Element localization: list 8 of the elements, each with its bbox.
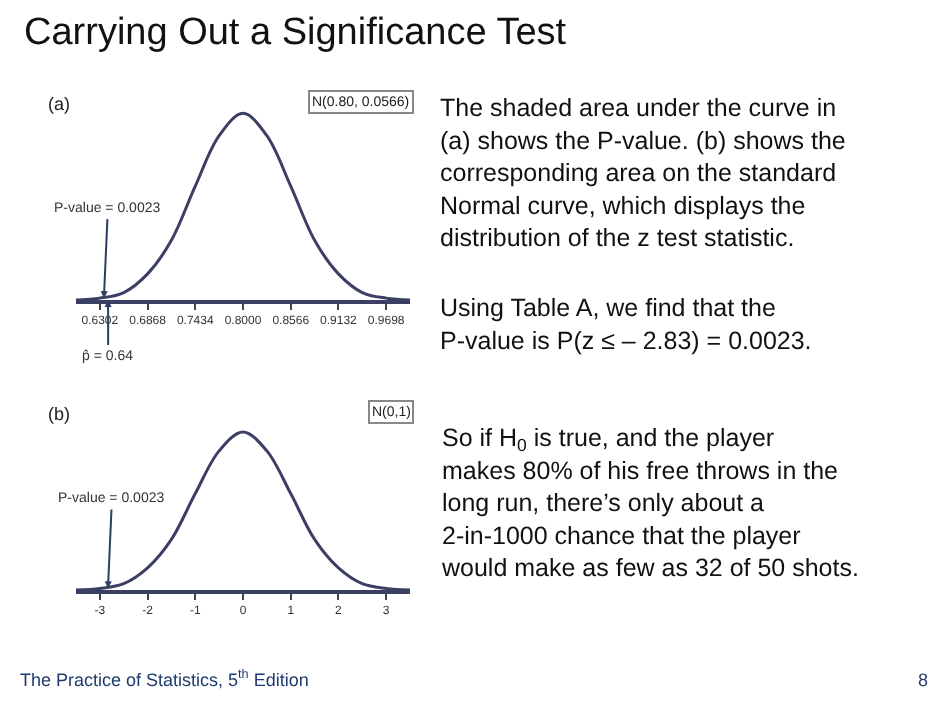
- text: The Practice of Statistics, 5$^{th}$ Edition: [20, 668, 309, 690]
- text: The shaded area under the curve in (a) shows the P-value. (b) shows the corresponding area on the standard Normal curve, which displays the distribution of the z test statistic.: [440, 94, 846, 252]
- text: 8: [918, 670, 929, 690]
- text: (a): [48, 94, 70, 114]
- text: (b): [48, 404, 70, 424]
- text: Using Table A, we find that the P-value is P(z ≤ – 2.83) = 0.0023.: [440, 294, 812, 355]
- text: So if H$_{0}$ is true, and the player makes 80% of his free throws in the long run, there’s only about a 2-in-1000 chance that the player would make as few as 32 of 50 shots.: [440, 424, 859, 582]
- text: Carrying Out a Significance Test: [24, 12, 568, 54]
